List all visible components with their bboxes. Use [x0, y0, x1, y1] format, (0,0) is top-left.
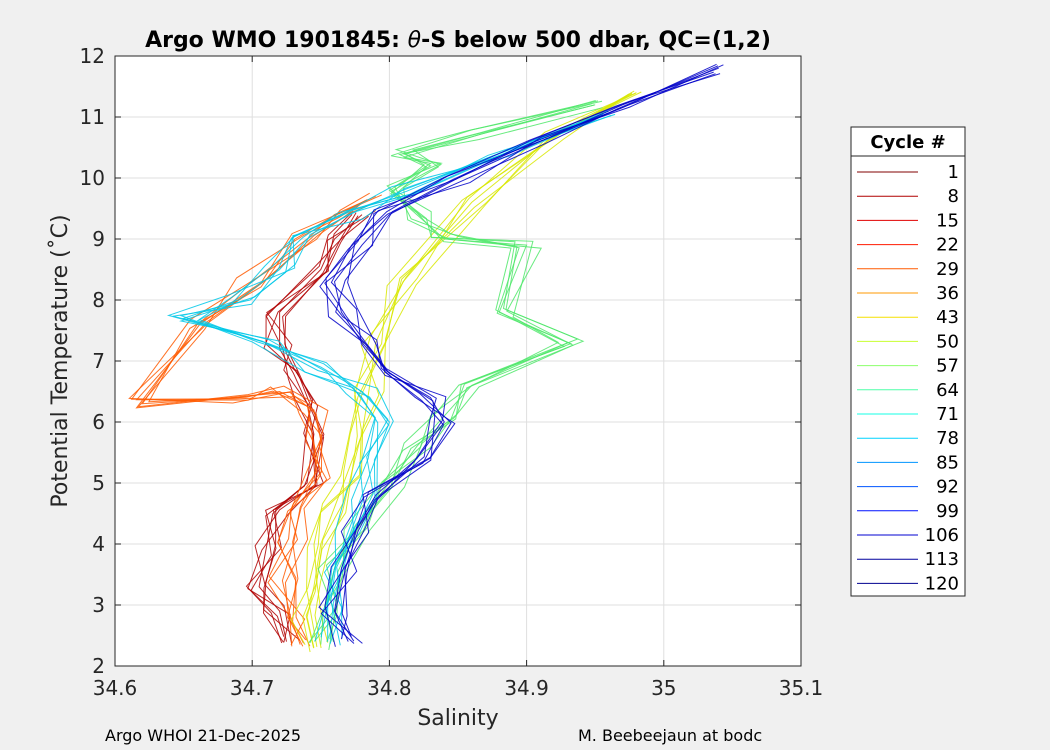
y-axis-label: Potential Temperature (˚C) [48, 214, 73, 507]
series-line-43-56 [290, 90, 635, 645]
y-tick-label: 9 [92, 227, 105, 251]
legend-label: 8 [948, 186, 959, 207]
legend-label: 106 [925, 525, 959, 546]
footer-right: M. Beebeejaun at bodc [578, 726, 762, 745]
series-line-22-42 [130, 192, 370, 647]
legend-label: 71 [936, 404, 959, 425]
legend-label: 85 [936, 452, 959, 473]
series-line-71-91 [166, 110, 609, 645]
series-group-43-56 [290, 90, 642, 653]
legend-label: 64 [936, 380, 959, 401]
legend-label: 15 [936, 210, 959, 231]
series-group-71-91 [166, 110, 616, 646]
series-line-71-91 [181, 110, 610, 642]
series-line-1-21 [245, 215, 369, 644]
series-line-92-120 [330, 64, 724, 640]
legend-label: 113 [925, 549, 959, 570]
series-line-43-56 [305, 91, 642, 649]
legend-label: 43 [936, 307, 959, 328]
series-line-43-56 [314, 93, 630, 649]
y-tick-label: 5 [92, 471, 105, 495]
series-line-43-56 [302, 92, 636, 653]
x-tick-label: 34.7 [230, 676, 275, 700]
axis-ticks: 34.6 34.7 34.8 34.9 35 35.1 2 3 4 5 6 7 8 9 10 11 12 [80, 44, 824, 700]
y-tick-label: 12 [80, 44, 105, 68]
series-line-92-120 [319, 73, 721, 644]
series-line-57-70 [320, 104, 596, 645]
series-line-43-56 [306, 92, 637, 648]
x-tick-label: 35.1 [779, 676, 824, 700]
series-group-22-42 [128, 192, 383, 647]
series-line-92-120 [324, 63, 717, 647]
footer-left: Argo WHOI 21-Dec-2025 [105, 726, 301, 745]
series-group-92-120 [318, 63, 724, 647]
series-line-22-42 [137, 200, 366, 647]
x-tick-label: 34.6 [93, 676, 138, 700]
series-line-22-42 [148, 194, 383, 646]
x-tick-label: 35 [651, 676, 676, 700]
y-tick-label: 11 [80, 105, 105, 129]
series-line-43-56 [313, 93, 633, 643]
legend-label: 50 [936, 331, 959, 352]
legend-label: 36 [936, 283, 959, 304]
y-tick-label: 6 [92, 410, 105, 434]
y-tick-label: 10 [80, 166, 105, 190]
x-tick-label: 34.9 [504, 676, 549, 700]
legend-box [850, 126, 966, 597]
series-line-1-21 [258, 214, 363, 642]
y-tick-label: 3 [92, 593, 105, 617]
y-tick-label: 4 [92, 532, 105, 556]
y-tick-label: 8 [92, 288, 105, 312]
legend-label: 29 [936, 259, 959, 280]
x-axis-label: Salinity [417, 706, 498, 731]
x-tick-label: 34.8 [367, 676, 412, 700]
series-line-22-42 [135, 199, 368, 647]
legend: Cycle # 18152229364350576471788592991061… [850, 126, 966, 597]
data-lines [128, 63, 724, 653]
series-line-92-120 [318, 71, 714, 644]
legend-label: 22 [936, 235, 959, 256]
y-tick-label: 2 [92, 654, 105, 678]
y-tick-label: 7 [92, 349, 105, 373]
legend-label: 78 [936, 428, 959, 449]
legend-label: 92 [936, 477, 959, 498]
legend-label: 99 [936, 501, 959, 522]
series-line-92-120 [341, 65, 719, 637]
legend-entries: 1 8 15 22 29 36 43 50 57 64 71 78 85 92 99 106 113 120 [857, 162, 959, 594]
series-line-92-120 [334, 73, 716, 642]
legend-title: Cycle # [870, 132, 945, 153]
legend-label: 1 [948, 162, 959, 183]
chart-title: Argo WMO 1901845: θ-S below 500 dbar, QC… [145, 28, 771, 53]
legend-label: 57 [936, 356, 959, 377]
legend-label: 120 [925, 573, 959, 594]
